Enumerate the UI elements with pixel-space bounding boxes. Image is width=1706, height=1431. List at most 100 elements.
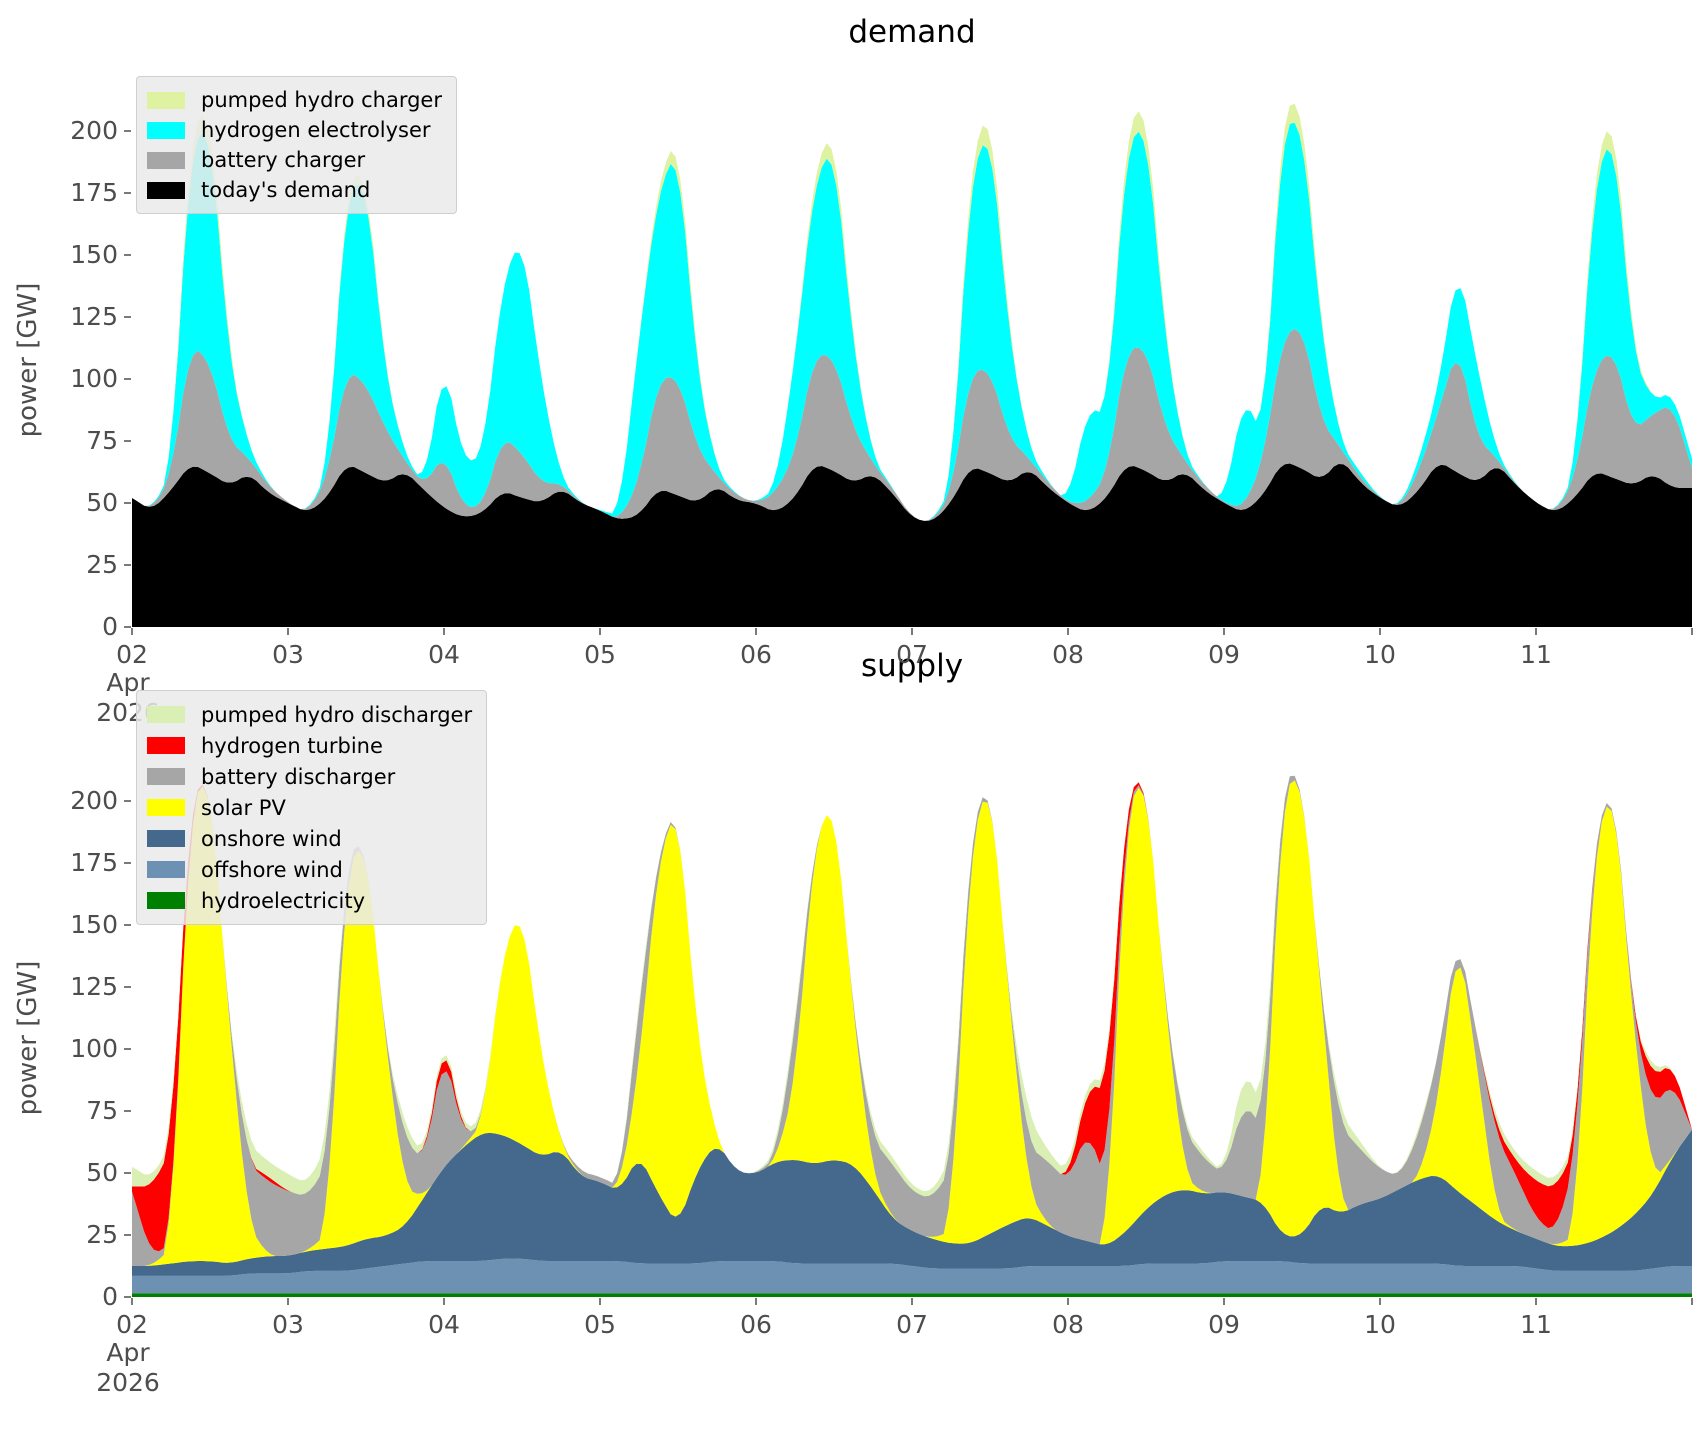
supply-y-tickmark: [124, 985, 131, 988]
supply-x-tickmark: [1691, 1298, 1693, 1305]
legend-item-pumped-hydro-discharger: pumped hydro discharger: [147, 699, 472, 730]
demand-x-tickmark: [287, 628, 289, 635]
legend-item-pumped-hydro-charger: pumped hydro charger: [147, 85, 442, 115]
supply-y-tickmark: [124, 1296, 131, 1298]
supply-x-axis-month: Apr: [106, 1338, 150, 1367]
legend-label: battery charger: [201, 148, 366, 172]
supply-x-tick-label: 02: [116, 1310, 148, 1339]
legend-label: solar PV: [201, 795, 286, 820]
demand-x-tickmark: [1223, 628, 1225, 635]
legend-label: onshore wind: [201, 826, 342, 851]
demand-y-tick-label: 0: [102, 612, 118, 641]
demand-area-today-s-demand: [132, 463, 1692, 627]
legend-item-hydroelectricity: hydroelectricity: [147, 885, 472, 916]
legend-swatch-icon: [147, 737, 185, 754]
legend-item-hydrogen-electrolyser: hydrogen electrolyser: [147, 115, 442, 145]
demand-x-tick-label: 02: [116, 640, 148, 669]
supply-y-tickmark: [124, 861, 131, 864]
supply-y-tickmark: [124, 923, 131, 926]
supply-chart-title: supply: [860, 648, 964, 684]
supply-x-tick-label: 06: [740, 1310, 772, 1339]
demand-y-tick-label: 125: [70, 301, 118, 331]
demand-y-tickmark: [124, 626, 131, 628]
supply-y-tick-label: 0: [102, 1282, 118, 1311]
supply-x-tickmark: [1223, 1298, 1225, 1305]
legend-item-solar-PV: solar PV: [147, 792, 472, 823]
demand-x-tick-label: 05: [584, 640, 616, 669]
supply-chart-plot: [132, 775, 1692, 1297]
supply-x-tickmark: [443, 1298, 445, 1305]
demand-y-tickmark: [124, 563, 131, 566]
supply-y-tick-label: 25: [86, 1219, 118, 1249]
supply-x-tick-label: 07: [896, 1310, 928, 1339]
demand-x-tickmark: [131, 628, 133, 635]
supply-x-tick-label: 05: [584, 1310, 616, 1339]
demand-x-tick-label: 09: [1208, 640, 1240, 669]
supply-x-tickmark: [287, 1298, 289, 1305]
demand-legend: pumped hydro charger hydrogen electrolyse…: [136, 76, 457, 214]
demand-x-tick-label: 10: [1364, 640, 1396, 669]
demand-chart-plot: [132, 103, 1692, 627]
legend-swatch-icon: [147, 861, 185, 878]
demand-y-tickmark: [124, 439, 131, 442]
supply-x-tick-label: 03: [272, 1310, 304, 1339]
demand-x-tick-label: 08: [1052, 640, 1084, 669]
supply-x-tickmark: [1067, 1298, 1069, 1305]
supply-x-tick-label: 08: [1052, 1310, 1084, 1339]
demand-x-tick-label: 04: [428, 640, 460, 669]
supply-x-tickmark: [131, 1298, 133, 1305]
legend-swatch-icon: [147, 830, 185, 847]
demand-y-tickmark: [124, 501, 131, 504]
demand-y-tick-label: 75: [86, 425, 118, 455]
demand-x-tickmark: [911, 628, 913, 635]
demand-x-tickmark: [755, 628, 757, 635]
supply-y-tick-label: 150: [70, 909, 118, 939]
supply-x-tickmark: [1379, 1298, 1381, 1305]
demand-x-tick-label: 11: [1520, 640, 1552, 669]
legend-label: today's demand: [201, 178, 371, 202]
demand-y-tickmark: [124, 129, 131, 132]
supply-y-tickmark: [124, 1171, 131, 1174]
demand-y-tickmark: [124, 315, 131, 318]
demand-area-battery-charger: [132, 328, 1692, 521]
legend-label: pumped hydro charger: [201, 88, 442, 112]
supply-area-onshore-wind: [132, 1129, 1692, 1276]
supply-area-hydroelectricity: [132, 1293, 1692, 1297]
supply-y-tick-label: 75: [86, 1095, 118, 1125]
supply-area-solar-PV: [132, 780, 1692, 1266]
supply-y-tickmark: [124, 1109, 131, 1112]
legend-label: hydrogen turbine: [201, 733, 383, 758]
supply-y-tickmark: [124, 1233, 131, 1236]
demand-x-tick-label: 06: [740, 640, 772, 669]
supply-legend: pumped hydro discharger hydrogen turbine b…: [136, 690, 488, 925]
legend-label: offshore wind: [201, 857, 343, 882]
demand-y-tick-label: 50: [86, 487, 118, 517]
legend-swatch-icon: [147, 181, 185, 199]
demand-y-tick-label: 200: [70, 115, 118, 145]
demand-y-tickmark: [124, 253, 131, 256]
demand-x-tickmark: [1691, 628, 1693, 635]
demand-y-tickmark: [124, 191, 131, 194]
supply-x-axis-year: 2026: [96, 1368, 160, 1397]
supply-area-hydrogen-turbine: [132, 775, 1692, 1252]
supply-x-tickmark: [599, 1298, 601, 1305]
legend-swatch-icon: [147, 151, 185, 169]
supply-x-tick-label: 04: [428, 1310, 460, 1339]
supply-y-tick-label: 175: [70, 847, 118, 877]
legend-item-offshore-wind: offshore wind: [147, 854, 472, 885]
supply-x-tickmark: [1535, 1298, 1537, 1305]
supply-x-tick-label: 10: [1364, 1310, 1396, 1339]
demand-chart-title: demand: [848, 14, 976, 50]
supply-y-tick-label: 50: [86, 1157, 118, 1187]
supply-x-tickmark: [911, 1298, 913, 1305]
demand-y-tick-label: 25: [86, 549, 118, 579]
legend-swatch-icon: [147, 706, 185, 723]
demand-x-tick-label: 03: [272, 640, 304, 669]
supply-area-offshore-wind: [132, 1258, 1692, 1294]
legend-swatch-icon: [147, 892, 185, 909]
supply-y-tickmark: [124, 799, 131, 802]
supply-x-tickmark: [755, 1298, 757, 1305]
supply-area-battery-discharger: [132, 775, 1692, 1266]
legend-item-onshore-wind: onshore wind: [147, 823, 472, 854]
